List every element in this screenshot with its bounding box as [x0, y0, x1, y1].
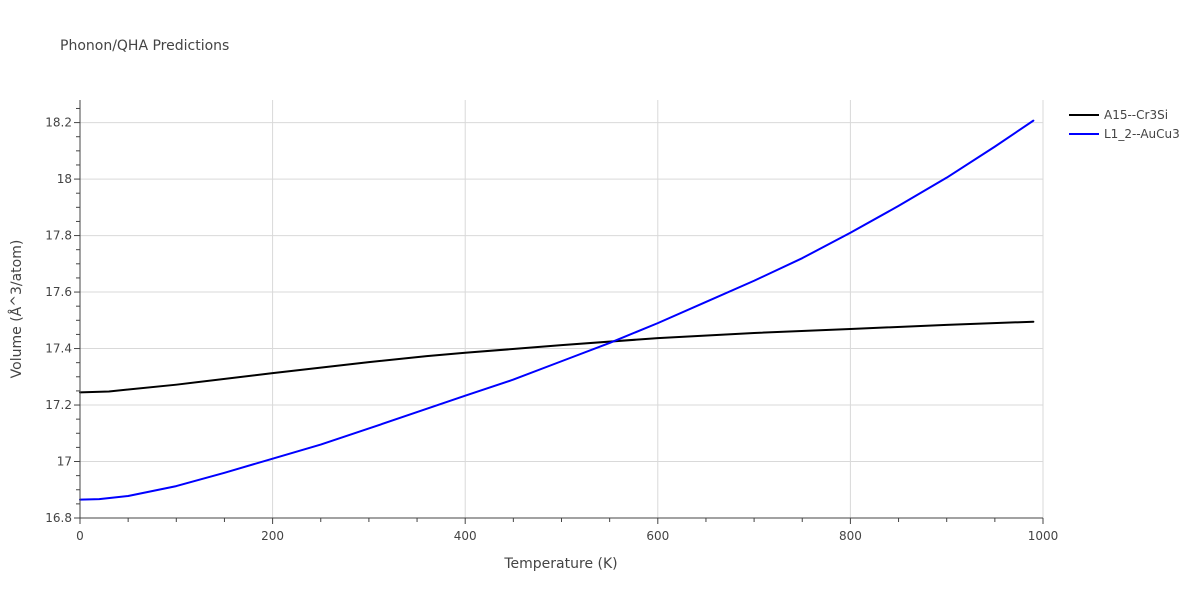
axes: 0 200 400 600 800 1000 16.8 17 17.2 17.4 17.6 17.8 1…	[45, 100, 1058, 543]
y-tick-label: 17	[57, 455, 72, 469]
y-tick-label: 18.2	[45, 116, 72, 130]
x-tick-label: 400	[454, 529, 477, 543]
grid-lines	[80, 100, 1044, 518]
legend-item-1[interactable]: A15--Cr3Si	[1069, 108, 1168, 122]
x-tick-label: 800	[839, 529, 862, 543]
legend-label: L1_2--AuCu3	[1104, 127, 1180, 141]
y-tick-label: 17.8	[45, 229, 72, 243]
chart-title: Phonon/QHA Predictions	[60, 38, 229, 54]
series-line-1	[79, 320, 1035, 394]
legend[interactable]: A15--Cr3Si L1_2--AuCu3	[1069, 108, 1180, 141]
y-tick-label: 17.2	[45, 398, 72, 412]
x-tick-label: 200	[261, 529, 284, 543]
plot-area	[79, 119, 1035, 501]
y-tick-label: 16.8	[45, 511, 72, 525]
legend-item-2[interactable]: L1_2--AuCu3	[1069, 127, 1180, 141]
y-tick-label: 18	[57, 172, 72, 186]
x-tick-label: 0	[76, 529, 84, 543]
legend-label: A15--Cr3Si	[1104, 108, 1168, 122]
series-line-2	[79, 119, 1035, 501]
x-tick-label: 1000	[1028, 529, 1059, 543]
x-tick-label: 600	[646, 529, 669, 543]
y-tick-label: 17.4	[45, 342, 72, 356]
y-axis-title: Volume (Å^3/atom)	[8, 240, 25, 379]
y-tick-label: 17.6	[45, 285, 72, 299]
x-axis-title: Temperature (K)	[503, 556, 617, 572]
